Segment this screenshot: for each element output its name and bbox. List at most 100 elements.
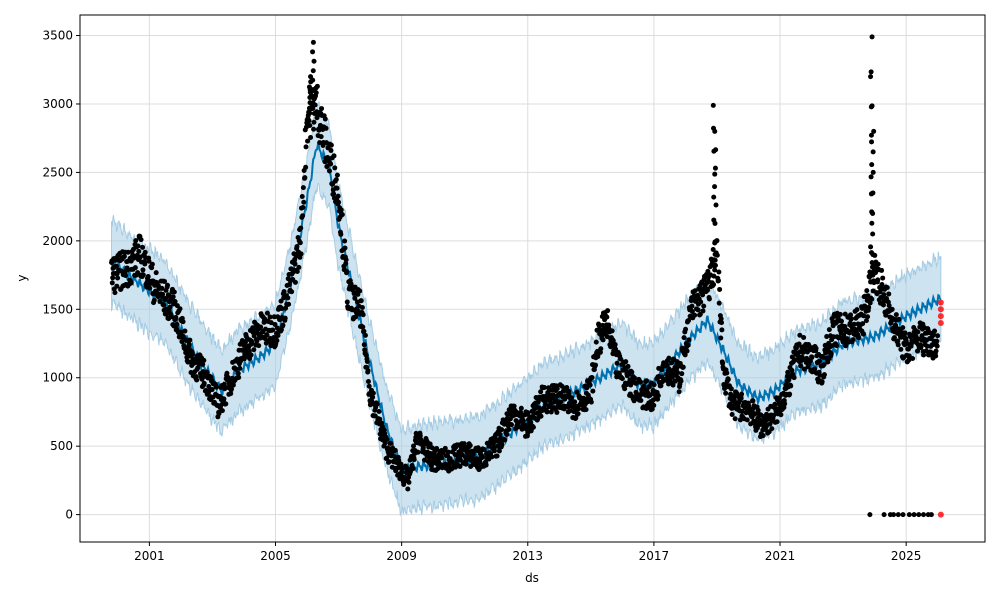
observed-point — [848, 316, 854, 322]
observed-point — [360, 312, 366, 318]
observed-point — [142, 249, 148, 255]
observed-point — [297, 240, 303, 246]
observed-point — [717, 286, 723, 292]
observed-point — [933, 348, 939, 354]
highlight-point — [937, 299, 944, 306]
observed-point — [774, 419, 780, 425]
observed-point — [689, 303, 695, 309]
observed-point — [173, 314, 179, 320]
observed-point — [633, 380, 639, 386]
observed-point — [332, 165, 338, 171]
zero-point — [900, 512, 906, 518]
observed-point — [468, 463, 474, 469]
observed-point — [178, 329, 184, 335]
observed-point — [140, 267, 146, 273]
observed-point — [558, 399, 564, 405]
observed-point — [713, 202, 719, 208]
observed-point — [249, 340, 255, 346]
observed-points-group — [109, 34, 944, 518]
observed-point — [467, 442, 473, 448]
observed-point — [623, 359, 629, 365]
observed-point — [870, 272, 876, 278]
zero-point — [916, 512, 922, 518]
observed-point — [221, 396, 227, 402]
observed-point — [834, 343, 840, 349]
observed-point — [292, 279, 298, 285]
observed-point — [292, 261, 298, 267]
observed-point — [787, 391, 793, 397]
observed-point — [235, 370, 241, 376]
observed-point — [406, 479, 412, 485]
observed-point — [541, 385, 547, 391]
observed-point — [334, 172, 340, 178]
observed-point — [935, 333, 941, 339]
observed-point — [548, 409, 554, 415]
observed-point — [711, 194, 717, 200]
observed-point — [388, 440, 394, 446]
observed-point — [128, 280, 134, 286]
observed-point — [160, 291, 166, 297]
observed-point — [718, 335, 724, 341]
observed-point — [167, 304, 173, 310]
observed-point — [281, 289, 287, 295]
observed-point — [854, 307, 860, 313]
observed-point — [933, 353, 939, 359]
observed-point — [932, 328, 938, 334]
observed-point — [886, 303, 892, 309]
observed-point — [906, 357, 912, 363]
observed-point — [782, 401, 788, 407]
observed-point — [863, 318, 869, 324]
observed-point — [267, 314, 273, 320]
observed-point — [310, 39, 316, 45]
observed-point — [870, 190, 876, 196]
observed-point — [900, 325, 906, 331]
observed-point — [799, 357, 805, 363]
observed-point — [415, 449, 421, 455]
observed-point — [331, 191, 337, 197]
observed-point — [322, 116, 328, 122]
observed-point — [298, 225, 304, 231]
zero-point — [867, 512, 873, 518]
observed-point — [163, 295, 169, 301]
observed-point — [162, 278, 168, 284]
observed-point — [880, 302, 886, 308]
observed-point — [789, 367, 795, 373]
observed-point — [313, 90, 319, 96]
observed-point — [869, 139, 875, 145]
observed-point — [151, 297, 157, 303]
observed-point — [170, 294, 176, 300]
observed-point — [732, 416, 738, 422]
observed-point — [593, 339, 599, 345]
observed-point — [125, 249, 131, 255]
observed-point — [308, 135, 314, 141]
observed-point — [286, 301, 292, 307]
observed-point — [588, 399, 594, 405]
observed-point — [646, 384, 652, 390]
observed-point — [604, 314, 610, 320]
observed-point — [684, 348, 690, 354]
observed-point — [875, 277, 881, 283]
observed-point — [499, 442, 505, 448]
observed-point — [159, 285, 165, 291]
observed-point — [311, 96, 317, 102]
observed-point — [300, 185, 306, 191]
observed-point — [360, 324, 366, 330]
observed-point — [729, 411, 735, 417]
observed-point — [307, 105, 313, 111]
observed-point — [520, 417, 526, 423]
observed-point — [303, 164, 309, 170]
observed-point — [867, 300, 873, 306]
observed-point — [228, 391, 234, 397]
observed-point — [145, 273, 151, 279]
observed-point — [809, 354, 815, 360]
observed-point — [317, 140, 323, 146]
observed-point — [915, 329, 921, 335]
observed-point — [583, 407, 589, 413]
observed-point — [114, 283, 120, 289]
observed-point — [241, 356, 247, 362]
observed-point — [334, 185, 340, 191]
highlight-point — [937, 313, 944, 320]
observed-point — [518, 409, 524, 415]
observed-point — [256, 343, 262, 349]
